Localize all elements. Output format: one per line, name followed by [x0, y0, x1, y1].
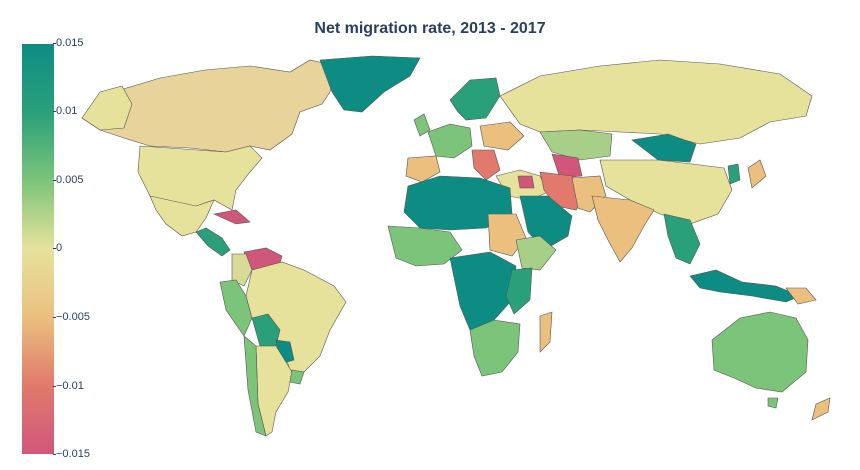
region-peru-ecuador[interactable]: [219, 279, 253, 337]
region-balkans[interactable]: [471, 149, 501, 181]
region-uruguay[interactable]: [289, 369, 305, 385]
map-title: Net migration rate, 2013 - 2017: [314, 20, 546, 37]
region-india[interactable]: [591, 195, 655, 263]
region-western-europe[interactable]: [427, 123, 473, 159]
colorbar-tick: 0: [52, 242, 63, 254]
region-eastern-europe[interactable]: [479, 121, 525, 151]
region-turkmenistan[interactable]: [551, 153, 583, 179]
region-syria[interactable]: [517, 175, 535, 189]
region-bolivia[interactable]: [251, 313, 281, 347]
region-greenland[interactable]: [319, 55, 421, 113]
region-alaska[interactable]: [81, 85, 133, 131]
region-papua[interactable]: [785, 287, 817, 305]
region-east-africa[interactable]: [505, 267, 533, 315]
region-kazakhstan[interactable]: [539, 129, 613, 161]
colorbar-tick: 0.005: [53, 174, 84, 186]
region-central-africa[interactable]: [449, 251, 517, 331]
region-colombia[interactable]: [231, 253, 253, 287]
region-indonesia[interactable]: [689, 269, 801, 303]
region-new-zealand[interactable]: [811, 397, 831, 421]
region-scandinavia[interactable]: [449, 77, 501, 121]
region-australia[interactable]: [711, 311, 809, 393]
colorbar-tick: 0.01: [52, 105, 78, 117]
region-southeast-asia[interactable]: [663, 213, 701, 265]
region-horn-of-africa[interactable]: [515, 235, 557, 271]
region-madagascar[interactable]: [539, 311, 553, 353]
region-japan[interactable]: [747, 159, 767, 189]
colorbar-tick: 0.015: [53, 37, 84, 49]
colorbar-tick: −0.005: [53, 311, 90, 323]
region-china[interactable]: [599, 159, 733, 225]
region-arabian-peninsula[interactable]: [519, 195, 573, 251]
region-cuba[interactable]: [213, 209, 251, 225]
region-chile[interactable]: [243, 335, 267, 437]
region-canada[interactable]: [81, 59, 337, 153]
region-central-america[interactable]: [195, 227, 231, 257]
region-iberia[interactable]: [405, 155, 441, 183]
region-tasmania[interactable]: [767, 397, 779, 409]
colorbar-tick: −0.015: [53, 448, 90, 460]
region-mongolia[interactable]: [631, 133, 697, 163]
region-southern-africa[interactable]: [469, 319, 521, 377]
colorbar-tick: −0.01: [53, 380, 84, 392]
region-west-africa[interactable]: [387, 225, 463, 267]
colorbar: [22, 44, 54, 454]
region-uk[interactable]: [413, 113, 431, 137]
region-korea[interactable]: [727, 163, 741, 185]
